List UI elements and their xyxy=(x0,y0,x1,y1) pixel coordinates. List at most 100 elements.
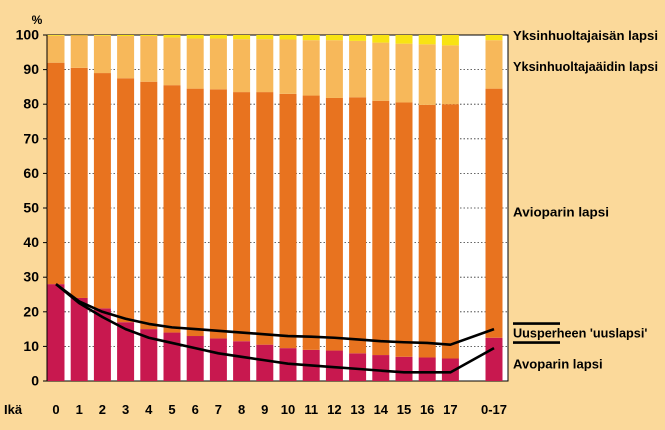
bar-segment xyxy=(485,35,503,41)
x-tick-label: 1 xyxy=(76,402,83,417)
bar-segment xyxy=(372,35,390,43)
bar-segment xyxy=(418,357,436,381)
bar-segment xyxy=(209,89,227,339)
x-tick-label: 11 xyxy=(304,402,318,417)
x-tick-label: 13 xyxy=(350,402,364,417)
series-labels: Yksinhuoltajaisän lapsi Yksinhuoltajaäidi… xyxy=(513,29,658,372)
bar-segment xyxy=(117,78,135,323)
bar-segment xyxy=(209,38,227,90)
bar-segment xyxy=(325,40,343,98)
bar-segment xyxy=(117,36,135,79)
bars xyxy=(47,35,503,381)
bar-segment xyxy=(163,85,181,333)
bar-segment xyxy=(233,35,251,40)
bar-segment xyxy=(140,35,158,37)
y-tick-label: 90 xyxy=(23,61,39,77)
bar-segment xyxy=(418,35,436,45)
bar-segment xyxy=(47,62,65,285)
bar-segment xyxy=(441,104,459,359)
bar-segment xyxy=(93,308,111,381)
y-tick-label: 70 xyxy=(23,130,39,146)
bar-segment xyxy=(395,35,413,44)
bar-segment xyxy=(163,35,181,38)
bar-segment xyxy=(485,88,503,338)
bar-segment xyxy=(302,40,320,96)
bar-segment xyxy=(325,350,343,381)
bar-segment xyxy=(140,36,158,82)
bar-segment xyxy=(209,338,227,381)
series-label: Avoparin lapsi xyxy=(513,358,603,372)
bar-segment xyxy=(418,104,436,358)
bar-segment xyxy=(485,40,503,89)
y-tick-label: 60 xyxy=(23,165,39,181)
bar-segment xyxy=(349,35,367,41)
x-tick-label: 17 xyxy=(443,402,457,417)
trend-lines xyxy=(55,283,495,374)
bar-segment xyxy=(485,337,503,381)
bar-segment xyxy=(279,39,297,94)
trend-line xyxy=(55,283,495,374)
bar-segment xyxy=(372,355,390,381)
bar-segment xyxy=(418,44,436,105)
bar-segment xyxy=(186,336,204,381)
x-tick-label: 15 xyxy=(397,402,411,417)
bar-segment xyxy=(209,35,227,39)
x-tick-label: 16 xyxy=(420,402,434,417)
bar-segment xyxy=(302,95,320,350)
bar-segment xyxy=(93,35,111,36)
bar-segment xyxy=(70,35,88,68)
x-tick-label: 6 xyxy=(192,402,199,417)
bar-segment xyxy=(47,35,65,36)
bar-segment xyxy=(441,358,459,381)
bar-segment xyxy=(372,42,390,101)
bar-segment xyxy=(302,35,320,41)
series-label: Yksinhuoltajaäidin lapsi xyxy=(513,60,658,74)
x-tick-label: 3 xyxy=(122,402,129,417)
x-tick-label: 0 xyxy=(52,402,59,417)
bar-segment xyxy=(233,341,251,381)
y-tick-label: 40 xyxy=(23,234,39,250)
bar-segment xyxy=(163,37,181,86)
bar-segment xyxy=(349,40,367,98)
series-label: Uusperheen 'uuslapsi' xyxy=(513,327,647,341)
bar-segment xyxy=(47,35,65,63)
bar-segment xyxy=(256,92,274,345)
bar-segment xyxy=(441,45,459,105)
x-tick-label: 10 xyxy=(281,402,295,417)
bar-segment xyxy=(441,35,459,46)
bar-segment xyxy=(233,39,251,93)
bar-segment xyxy=(163,332,181,381)
bar-segment xyxy=(395,43,413,103)
x-tick-label: 2 xyxy=(99,402,106,417)
bar-segment xyxy=(117,35,135,37)
bar-segment xyxy=(47,284,65,381)
bar-segment xyxy=(70,67,88,298)
bar-segment xyxy=(70,297,88,381)
bar-segment xyxy=(279,35,297,40)
x-tick-label: 0-17 xyxy=(481,402,507,417)
bar-segment xyxy=(372,100,390,356)
bar-segment xyxy=(325,97,343,351)
bar-segment xyxy=(140,81,158,330)
bar-segment xyxy=(325,35,343,41)
x-tick-label: 5 xyxy=(168,402,175,417)
plot-area xyxy=(46,34,509,382)
bar-segment xyxy=(256,35,274,40)
bar-segment xyxy=(395,356,413,381)
bar-segment xyxy=(186,38,204,89)
x-tick-label: 14 xyxy=(374,402,389,417)
x-tick-label: 8 xyxy=(238,402,245,417)
x-axis-label: Ikä xyxy=(4,402,23,417)
x-tick-label: 12 xyxy=(327,402,341,417)
bar-segment xyxy=(256,344,274,381)
bar-segment xyxy=(140,329,158,381)
bar-segment xyxy=(395,102,413,357)
y-tick-label: 10 xyxy=(23,338,39,354)
bar-segment xyxy=(186,35,204,39)
series-label: Yksinhuoltajaisän lapsi xyxy=(513,29,658,43)
y-axis-unit: % xyxy=(32,13,43,27)
x-tick-label: 7 xyxy=(215,402,222,417)
y-tick-label: 50 xyxy=(23,200,39,216)
